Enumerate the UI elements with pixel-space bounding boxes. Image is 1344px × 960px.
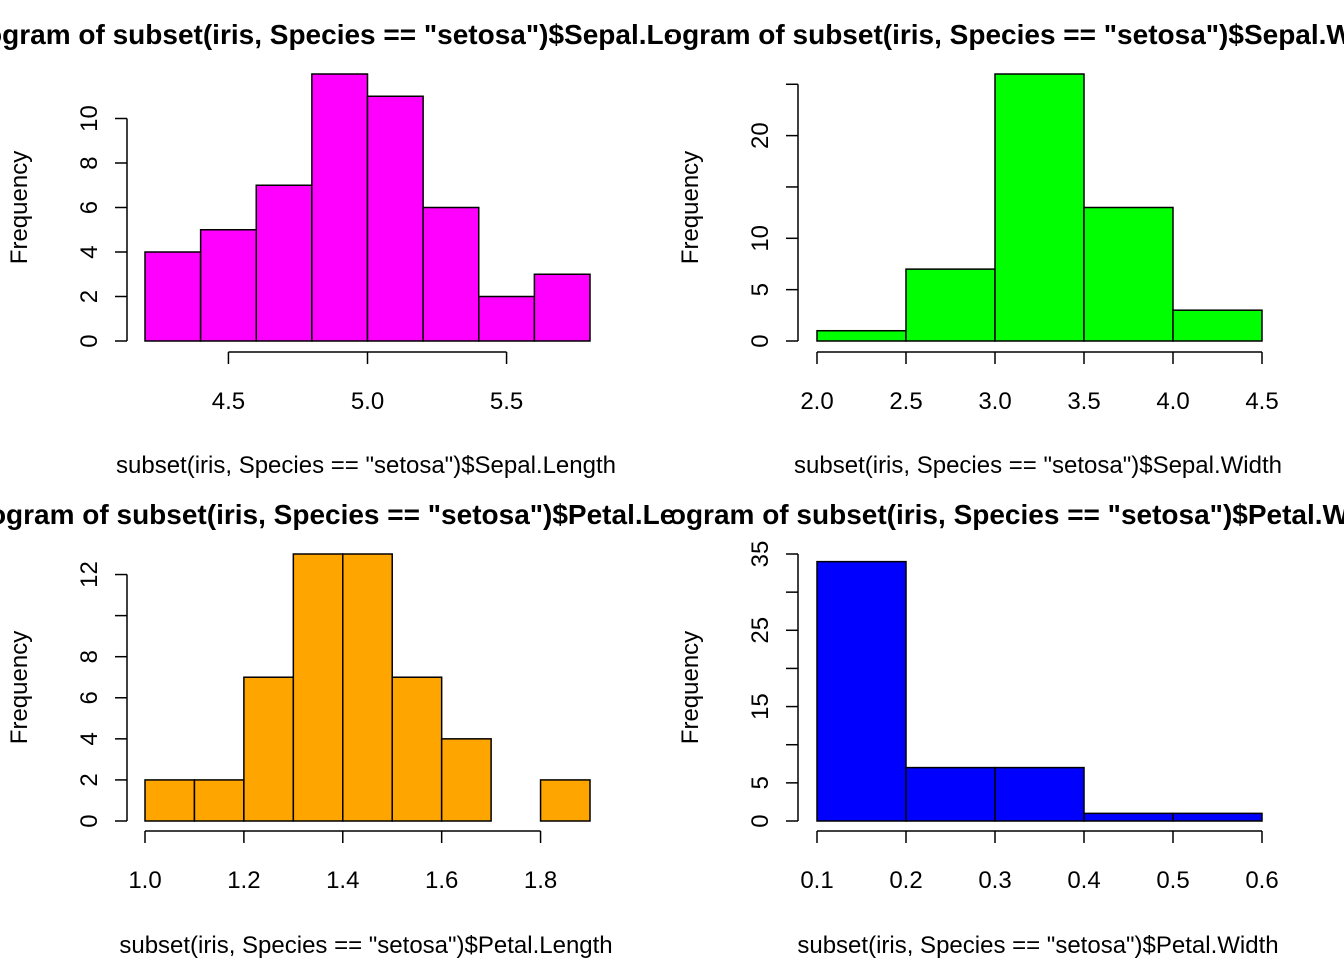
x-tick-label: 0.1: [800, 867, 833, 894]
histogram-panel-3: Histogram of subset(iris, Species == "se…: [0, 499, 736, 959]
x-axis-label: subset(iris, Species == "setosa")$Petal.…: [797, 932, 1278, 959]
y-tick-label: 0: [76, 814, 103, 827]
histogram-bar: [366, 95, 424, 342]
histogram-bar: [144, 779, 196, 822]
x-tick-label: 1.8: [524, 867, 557, 894]
chart-title: Histogram of subset(iris, Species == "se…: [0, 499, 736, 530]
x-tick-label: 0.4: [1067, 867, 1100, 894]
y-axis-label: Frequency: [677, 151, 704, 264]
y-axis-label: Frequency: [6, 151, 33, 264]
x-tick-label: 2.0: [800, 388, 833, 415]
histogram-bar: [144, 251, 202, 342]
histogram-panel-2: Histogram of subset(iris, Species == "se…: [612, 19, 1344, 479]
x-tick-label: 3.0: [978, 388, 1011, 415]
histogram-bar: [905, 268, 996, 342]
x-tick-label: 1.4: [326, 867, 359, 894]
histogram-bar: [1172, 812, 1263, 822]
y-tick-label: 8: [76, 650, 103, 663]
x-tick-label: 5.5: [490, 388, 523, 415]
histogram-bar: [243, 676, 295, 822]
histogram-panel-4: Histogram of subset(iris, Species == "se…: [616, 499, 1344, 959]
histogram-bar: [422, 206, 480, 342]
x-axis-label: subset(iris, Species == "setosa")$Sepal.…: [794, 452, 1282, 479]
y-tick-label: 6: [76, 691, 103, 704]
histogram-bar: [478, 295, 536, 342]
histogram-bar: [1083, 812, 1174, 822]
x-tick-label: 2.5: [889, 388, 922, 415]
histogram-bar: [440, 738, 492, 822]
y-tick-label: 10: [76, 105, 103, 132]
x-tick-label: 0.2: [889, 867, 922, 894]
y-tick-label: 0: [747, 814, 774, 827]
chart-title: Histogram of subset(iris, Species == "se…: [0, 19, 740, 50]
histogram-bar: [994, 766, 1085, 822]
y-tick-label: 12: [76, 561, 103, 588]
histogram-bar: [533, 273, 591, 342]
histogram-bar: [391, 676, 443, 822]
histogram-bar: [311, 73, 369, 342]
y-axis-label: Frequency: [6, 631, 33, 744]
y-tick-label: 8: [76, 156, 103, 169]
y-tick-label: 2: [76, 773, 103, 786]
x-tick-label: 3.5: [1067, 388, 1100, 415]
histogram-bar: [1172, 309, 1263, 342]
histogram-bar: [342, 553, 393, 822]
y-tick-label: 25: [747, 617, 774, 644]
histogram-bar: [816, 329, 907, 342]
x-tick-label: 1.2: [227, 867, 260, 894]
x-tick-label: 0.6: [1245, 867, 1278, 894]
y-tick-label: 15: [747, 693, 774, 720]
x-tick-label: 4.5: [1245, 388, 1278, 415]
histogram-bar: [255, 184, 313, 342]
histogram-bar: [292, 553, 344, 822]
x-axis-label: subset(iris, Species == "setosa")$Petal.…: [119, 932, 612, 959]
x-tick-label: 1.0: [128, 867, 161, 894]
x-axis-label: subset(iris, Species == "setosa")$Sepal.…: [116, 452, 616, 479]
y-tick-label: 2: [76, 290, 103, 303]
x-tick-label: 5.0: [351, 388, 384, 415]
chart-title: Histogram of subset(iris, Species == "se…: [612, 19, 1344, 50]
y-tick-label: 0: [76, 334, 103, 347]
histogram-bar: [816, 560, 907, 822]
y-tick-label: 4: [76, 732, 103, 745]
y-tick-label: 20: [747, 122, 774, 149]
x-tick-label: 4.5: [212, 388, 245, 415]
y-tick-label: 6: [76, 201, 103, 214]
histogram-bar: [199, 229, 257, 342]
y-axis-label: Frequency: [677, 631, 704, 744]
y-tick-label: 5: [747, 776, 774, 789]
y-tick-label: 5: [747, 283, 774, 296]
histogram-bar: [193, 779, 245, 822]
x-tick-label: 1.6: [425, 867, 458, 894]
y-tick-label: 10: [747, 225, 774, 252]
y-tick-label: 35: [747, 541, 774, 568]
x-tick-label: 0.3: [978, 867, 1011, 894]
y-tick-label: 0: [747, 334, 774, 347]
y-tick-label: 4: [76, 245, 103, 258]
chart-title: Histogram of subset(iris, Species == "se…: [616, 499, 1344, 530]
histogram-bar: [994, 73, 1085, 342]
x-tick-label: 4.0: [1156, 388, 1189, 415]
histogram-bar: [539, 779, 591, 822]
histogram-bar: [1083, 206, 1174, 342]
histogram-panel-1: Histogram of subset(iris, Species == "se…: [0, 19, 740, 479]
x-tick-label: 0.5: [1156, 867, 1189, 894]
histogram-bar: [905, 766, 996, 822]
